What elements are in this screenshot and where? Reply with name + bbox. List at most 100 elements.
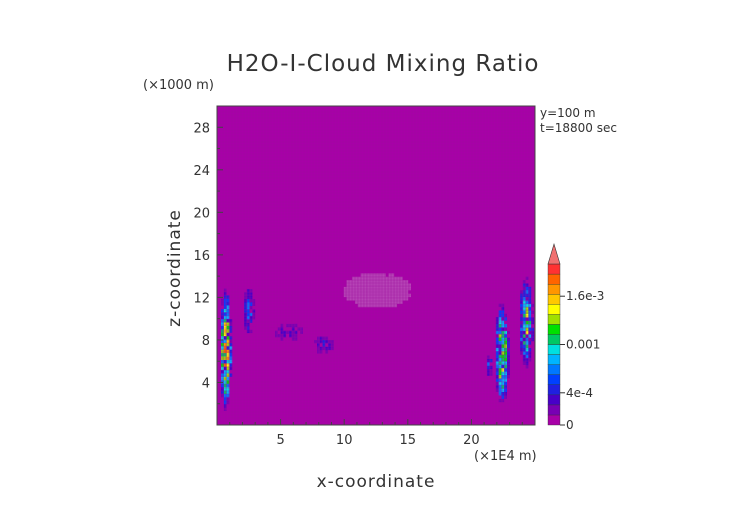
data-cell <box>504 313 507 318</box>
data-cell <box>495 388 499 392</box>
data-cell <box>223 342 227 347</box>
data-cell <box>507 334 510 338</box>
data-cell <box>291 327 295 331</box>
data-cell <box>272 334 275 338</box>
data-cell <box>520 351 523 355</box>
data-cell <box>388 276 392 281</box>
data-cell <box>223 295 227 299</box>
colorbar-segment <box>547 414 561 426</box>
data-cell <box>244 305 247 310</box>
data-cell <box>244 309 247 313</box>
data-cell <box>289 323 292 328</box>
data-cell <box>221 359 224 364</box>
data-cell <box>294 337 298 341</box>
data-cell <box>495 381 499 386</box>
data-cell <box>244 295 247 300</box>
data-cell <box>229 349 233 354</box>
data-cell <box>528 307 532 311</box>
data-cell <box>229 332 233 337</box>
data-cell <box>397 276 400 281</box>
data-cell <box>363 300 367 304</box>
data-cell <box>325 336 329 340</box>
data-cell <box>520 327 523 331</box>
y-tick-label: 28 <box>193 121 210 136</box>
data-cell <box>355 300 358 304</box>
data-cell <box>525 303 529 308</box>
data-cell <box>507 337 510 341</box>
data-cell <box>355 276 358 281</box>
data-cell <box>498 378 502 382</box>
data-cell <box>246 319 250 323</box>
data-cell <box>501 378 505 382</box>
data-cell <box>275 330 278 334</box>
data-cell <box>360 273 364 277</box>
data-cell <box>357 280 361 284</box>
data-cell <box>528 334 532 338</box>
data-cell <box>252 305 256 310</box>
data-cell <box>397 286 400 291</box>
data-cell <box>289 334 292 338</box>
x-tick-label: 5 <box>276 433 284 448</box>
data-cell <box>528 348 532 352</box>
data-cell <box>501 327 505 331</box>
data-cell <box>498 307 502 311</box>
data-cell <box>402 293 406 298</box>
data-cell <box>246 312 250 317</box>
data-cell <box>507 361 510 365</box>
data-cell <box>294 334 298 338</box>
data-cell <box>391 280 395 284</box>
data-cell <box>229 346 233 350</box>
data-cell <box>229 363 233 367</box>
data-cell <box>319 333 323 337</box>
data-cell <box>314 336 317 340</box>
data-cell <box>385 283 389 287</box>
data-cell <box>531 310 534 314</box>
data-cell <box>369 286 372 291</box>
data-cell <box>531 307 534 311</box>
data-cell <box>357 293 361 298</box>
data-cell <box>244 312 247 317</box>
data-cell <box>357 297 361 301</box>
data-cell <box>397 300 400 304</box>
data-cell <box>328 343 331 347</box>
data-cell <box>223 390 227 394</box>
data-cell <box>498 361 502 365</box>
data-cell <box>531 297 534 301</box>
data-cell <box>405 286 409 291</box>
chart-title: H2O-I-Cloud Mixing Ratio <box>227 51 540 77</box>
data-cell <box>369 280 372 284</box>
data-cell <box>528 324 532 328</box>
data-cell <box>319 336 323 340</box>
data-cell <box>221 383 224 388</box>
data-cell <box>525 297 529 301</box>
data-cell <box>223 346 227 350</box>
data-cell <box>221 387 224 391</box>
data-cell <box>495 334 499 338</box>
data-cell <box>272 330 275 334</box>
data-cell <box>531 320 534 325</box>
data-cell <box>363 286 367 291</box>
data-cell <box>355 283 358 287</box>
data-cell <box>525 300 529 304</box>
data-cell <box>520 300 523 304</box>
data-cell <box>388 293 392 298</box>
data-cell <box>520 354 523 359</box>
data-cell <box>366 293 369 298</box>
data-cell <box>223 387 227 391</box>
data-cell <box>280 330 284 334</box>
colorbar-tick-label: 0 <box>566 418 574 432</box>
data-cell <box>294 323 298 328</box>
data-cell <box>297 327 301 331</box>
data-cell <box>394 300 397 304</box>
data-cell <box>360 303 364 308</box>
data-cell <box>525 324 529 328</box>
data-cell <box>360 297 364 301</box>
colorbar-extend-arrow <box>547 242 561 265</box>
data-cell <box>498 388 502 392</box>
data-cell <box>486 369 490 373</box>
data-cell <box>498 354 502 358</box>
data-cell <box>221 298 224 303</box>
data-cell <box>528 300 532 304</box>
data-cell <box>275 327 278 331</box>
data-cell <box>501 351 505 355</box>
